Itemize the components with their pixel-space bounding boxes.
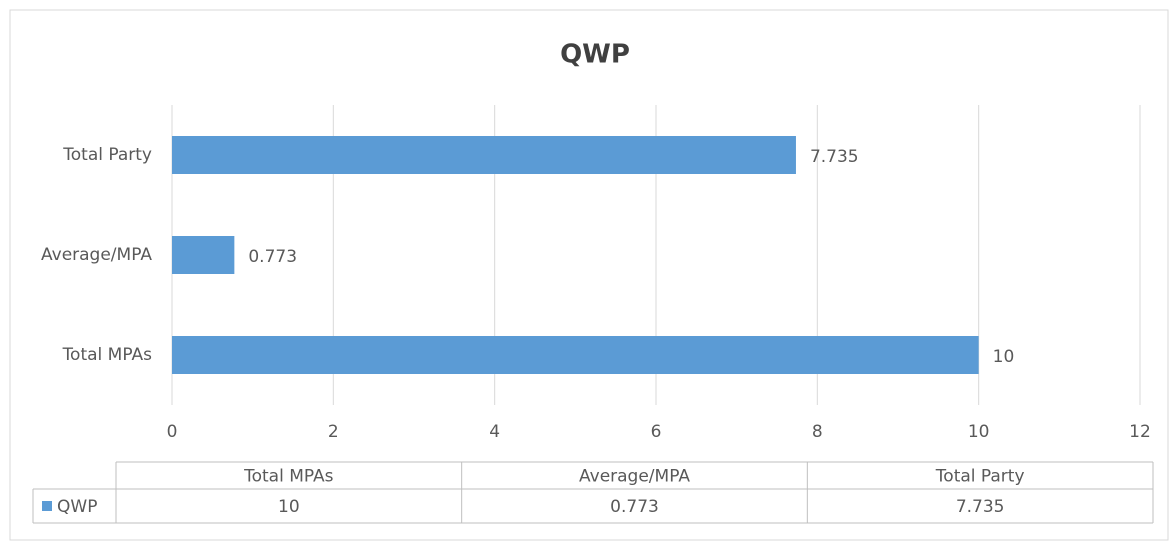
x-tick-label: 0 <box>167 422 178 442</box>
table-cell: 7.735 <box>956 497 1005 517</box>
x-tick-label: 6 <box>651 422 662 442</box>
x-tick-label: 10 <box>968 422 990 442</box>
bar <box>172 136 796 174</box>
x-tick-label: 8 <box>812 422 823 442</box>
x-tick-label: 12 <box>1129 422 1151 442</box>
chart-title: QWP <box>560 40 630 70</box>
x-tick-label: 4 <box>489 422 500 442</box>
data-label: 0.773 <box>248 247 297 267</box>
legend-swatch <box>42 501 52 511</box>
chart-border <box>9 9 1169 541</box>
legend-label: QWP <box>57 497 97 517</box>
bar <box>172 336 979 374</box>
table-cell: 0.773 <box>610 497 659 517</box>
table-cell: 10 <box>278 497 300 517</box>
data-label: 10 <box>993 347 1015 367</box>
table-header: Total MPAs <box>243 467 334 487</box>
y-tick-label: Total Party <box>62 145 152 165</box>
bar <box>172 236 235 274</box>
table-header: Average/MPA <box>579 467 690 487</box>
data-label: 7.735 <box>810 147 859 167</box>
y-tick-label: Average/MPA <box>41 245 152 265</box>
x-tick-label: 2 <box>328 422 339 442</box>
table-header: Total Party <box>935 467 1025 487</box>
y-tick-label: Total MPAs <box>62 345 153 365</box>
